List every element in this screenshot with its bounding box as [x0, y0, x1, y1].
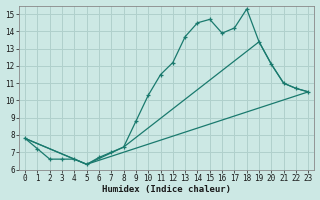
X-axis label: Humidex (Indice chaleur): Humidex (Indice chaleur)	[102, 185, 231, 194]
